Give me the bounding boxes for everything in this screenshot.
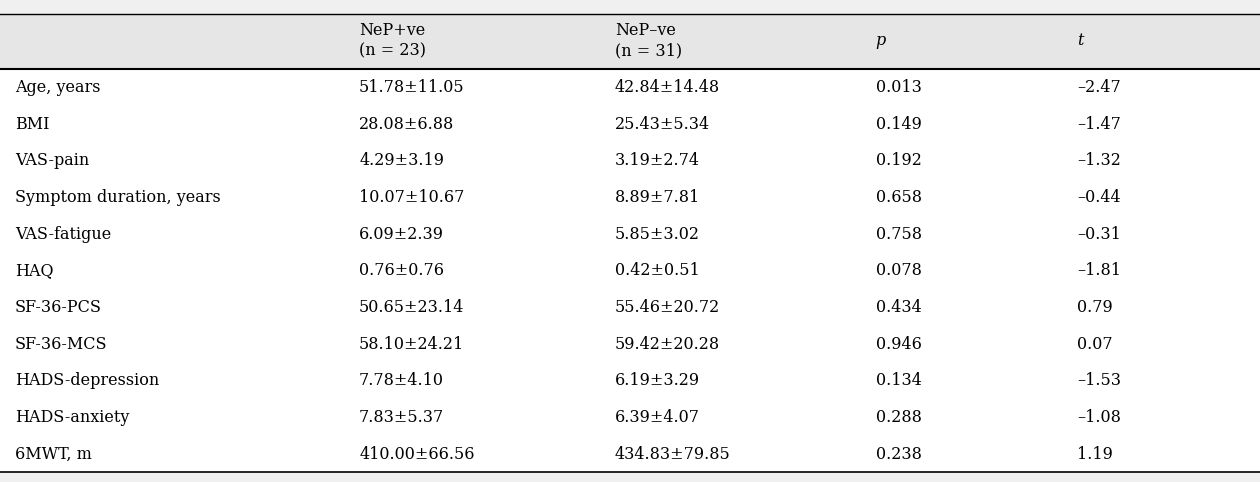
Text: 0.79: 0.79 <box>1077 299 1113 316</box>
Text: 0.946: 0.946 <box>876 335 921 353</box>
Text: 7.83±5.37: 7.83±5.37 <box>359 409 445 426</box>
Text: 0.192: 0.192 <box>876 152 921 170</box>
Text: HADS-depression: HADS-depression <box>15 372 159 389</box>
Text: 10.07±10.67: 10.07±10.67 <box>359 189 465 206</box>
Text: 1.19: 1.19 <box>1077 445 1113 463</box>
Text: VAS-fatigue: VAS-fatigue <box>15 226 111 243</box>
Text: 0.434: 0.434 <box>876 299 921 316</box>
Text: SF-36-PCS: SF-36-PCS <box>15 299 102 316</box>
Text: 42.84±14.48: 42.84±14.48 <box>615 79 719 96</box>
Text: 8.89±7.81: 8.89±7.81 <box>615 189 701 206</box>
Text: 7.78±4.10: 7.78±4.10 <box>359 372 444 389</box>
FancyBboxPatch shape <box>0 362 1260 399</box>
Text: –2.47: –2.47 <box>1077 79 1121 96</box>
Text: 0.758: 0.758 <box>876 226 922 243</box>
Text: 58.10±24.21: 58.10±24.21 <box>359 335 465 353</box>
Text: 59.42±20.28: 59.42±20.28 <box>615 335 719 353</box>
Text: 0.07: 0.07 <box>1077 335 1113 353</box>
Text: 55.46±20.72: 55.46±20.72 <box>615 299 721 316</box>
Text: 0.658: 0.658 <box>876 189 922 206</box>
FancyBboxPatch shape <box>0 216 1260 253</box>
Text: VAS-pain: VAS-pain <box>15 152 89 170</box>
Text: 0.134: 0.134 <box>876 372 921 389</box>
Text: 410.00±66.56: 410.00±66.56 <box>359 445 475 463</box>
FancyBboxPatch shape <box>0 253 1260 289</box>
Text: NeP+ve
(n = 23): NeP+ve (n = 23) <box>359 22 426 60</box>
Text: SF-36-MCS: SF-36-MCS <box>15 335 107 353</box>
Text: –1.47: –1.47 <box>1077 116 1121 133</box>
Text: HAQ: HAQ <box>15 262 54 280</box>
FancyBboxPatch shape <box>0 289 1260 326</box>
Text: 0.149: 0.149 <box>876 116 921 133</box>
FancyBboxPatch shape <box>0 436 1260 472</box>
Text: 6MWT, m: 6MWT, m <box>15 445 92 463</box>
Text: 51.78±11.05: 51.78±11.05 <box>359 79 465 96</box>
Text: Age, years: Age, years <box>15 79 101 96</box>
Text: 6.19±3.29: 6.19±3.29 <box>615 372 701 389</box>
Text: 5.85±3.02: 5.85±3.02 <box>615 226 699 243</box>
Text: BMI: BMI <box>15 116 49 133</box>
Text: 28.08±6.88: 28.08±6.88 <box>359 116 455 133</box>
Text: 434.83±79.85: 434.83±79.85 <box>615 445 731 463</box>
Text: –0.44: –0.44 <box>1077 189 1121 206</box>
Text: 0.76±0.76: 0.76±0.76 <box>359 262 444 280</box>
Text: 6.09±2.39: 6.09±2.39 <box>359 226 444 243</box>
Text: Symptom duration, years: Symptom duration, years <box>15 189 220 206</box>
Text: 0.078: 0.078 <box>876 262 921 280</box>
Text: –1.32: –1.32 <box>1077 152 1121 170</box>
FancyBboxPatch shape <box>0 326 1260 362</box>
Text: 0.42±0.51: 0.42±0.51 <box>615 262 699 280</box>
Text: t: t <box>1077 32 1084 49</box>
FancyBboxPatch shape <box>0 399 1260 436</box>
Text: p: p <box>876 32 886 49</box>
Text: –0.31: –0.31 <box>1077 226 1121 243</box>
Text: 3.19±2.74: 3.19±2.74 <box>615 152 699 170</box>
Text: –1.53: –1.53 <box>1077 372 1121 389</box>
Text: 0.013: 0.013 <box>876 79 921 96</box>
Text: 0.288: 0.288 <box>876 409 921 426</box>
FancyBboxPatch shape <box>0 14 1260 69</box>
Text: 50.65±23.14: 50.65±23.14 <box>359 299 465 316</box>
Text: HADS-anxiety: HADS-anxiety <box>15 409 130 426</box>
Text: 0.238: 0.238 <box>876 445 921 463</box>
FancyBboxPatch shape <box>0 143 1260 179</box>
Text: 6.39±4.07: 6.39±4.07 <box>615 409 699 426</box>
FancyBboxPatch shape <box>0 69 1260 106</box>
Text: NeP–ve
(n = 31): NeP–ve (n = 31) <box>615 22 682 60</box>
FancyBboxPatch shape <box>0 106 1260 143</box>
Text: –1.08: –1.08 <box>1077 409 1121 426</box>
FancyBboxPatch shape <box>0 179 1260 216</box>
Text: 4.29±3.19: 4.29±3.19 <box>359 152 444 170</box>
Text: –1.81: –1.81 <box>1077 262 1121 280</box>
Text: 25.43±5.34: 25.43±5.34 <box>615 116 709 133</box>
